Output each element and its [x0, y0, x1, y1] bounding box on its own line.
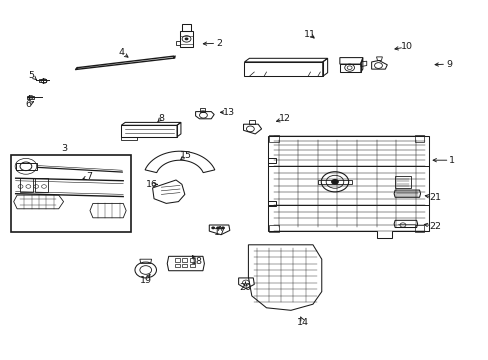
Bar [11, 155, 130, 232]
Text: 17: 17 [214, 228, 225, 237]
Text: 12: 12 [279, 114, 290, 123]
Text: 13: 13 [223, 108, 234, 117]
Circle shape [330, 179, 338, 185]
Text: 15: 15 [180, 151, 191, 160]
Text: 20: 20 [239, 284, 251, 292]
Bar [182, 264, 187, 267]
Bar [175, 258, 180, 262]
Bar [414, 135, 424, 142]
Text: 19: 19 [140, 276, 151, 284]
Text: 5: 5 [29, 71, 35, 80]
Text: 4: 4 [118, 48, 124, 57]
Text: 22: 22 [428, 222, 440, 231]
Text: 9: 9 [445, 60, 451, 69]
Text: 8: 8 [158, 113, 164, 122]
Bar [175, 264, 180, 267]
Circle shape [216, 226, 220, 229]
Circle shape [184, 37, 188, 40]
Bar [189, 264, 194, 267]
Circle shape [221, 226, 224, 229]
Circle shape [211, 226, 215, 229]
Bar [268, 225, 278, 232]
Text: 11: 11 [303, 30, 315, 39]
Text: 1: 1 [448, 156, 454, 165]
Text: 10: 10 [400, 42, 412, 51]
Text: 7: 7 [86, 172, 92, 181]
Bar [268, 135, 278, 142]
Text: 21: 21 [428, 193, 440, 202]
Bar [189, 258, 194, 262]
Text: 18: 18 [191, 256, 203, 265]
Text: 16: 16 [145, 180, 157, 189]
Text: 2: 2 [216, 39, 222, 48]
Text: 3: 3 [61, 144, 67, 153]
Text: 14: 14 [297, 318, 308, 327]
Text: 6: 6 [25, 100, 31, 109]
Bar [182, 258, 187, 262]
Bar [414, 225, 424, 232]
